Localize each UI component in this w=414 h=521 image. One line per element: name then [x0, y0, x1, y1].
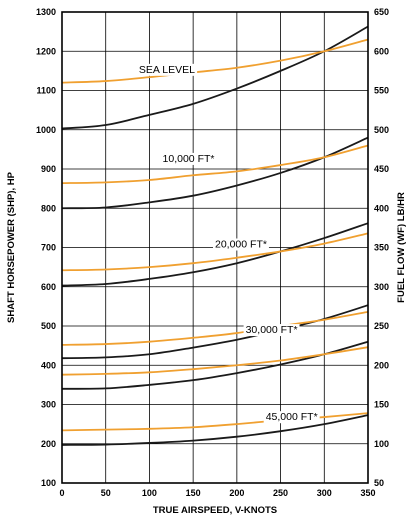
y-tick-label-right: 500: [374, 125, 389, 135]
x-tick-label: 250: [273, 488, 288, 498]
y-tick-label-right: 300: [374, 282, 389, 292]
fuel-flow-curve-45-000-ft: [61, 412, 369, 432]
altitude-label-background: [160, 152, 217, 165]
x-tick-label: 350: [360, 488, 375, 498]
x-tick-label: 50: [101, 488, 111, 498]
plot-frame: [61, 11, 369, 484]
y-tick-label-left: 900: [41, 164, 56, 174]
y-tick-label-left: 1200: [36, 46, 56, 56]
y-tick-label-left: 700: [41, 243, 56, 253]
altitude-label-background: [263, 411, 320, 424]
altitude-label: 10,000 FT*: [163, 153, 215, 165]
y-tick-label-right: 100: [374, 439, 389, 449]
fuel-flow-curve-20-000-ft: [61, 232, 369, 272]
y-axis-title-left: SHAFT HORSEPOWER (SHP), HP: [6, 171, 17, 323]
altitude-label: 20,000 FT*: [215, 239, 267, 251]
curves: [61, 25, 369, 446]
y-tick-label-right: 350: [374, 243, 389, 253]
y-tick-label-left: 1300: [36, 7, 56, 17]
altitude-label: 45,000 FT*: [266, 411, 318, 423]
x-axis-title: TRUE AIRSPEED, V-KNOTS: [153, 505, 277, 516]
y-tick-label-left: 1000: [36, 125, 56, 135]
tick-labels: 0 50 100 150 200 250 300 350 100 200 300 400 500 600 7…: [36, 7, 389, 498]
y-tick-label-right: 200: [374, 360, 389, 370]
altitude-label: SEA LEVEL: [139, 64, 195, 76]
y-axis-title-right: FUEL FLOW (WF) LB/HR: [396, 192, 407, 303]
shp-curve-30-000-ft: [61, 304, 369, 360]
altitude-label: 30,000 FT*: [246, 324, 298, 336]
y-tick-label-right: 600: [374, 46, 389, 56]
y-tick-label-left: 300: [41, 400, 56, 410]
shp-curve-sea-level: [61, 25, 369, 130]
y-tick-label-left: 400: [41, 360, 56, 370]
y-tick-label-left: 100: [41, 478, 56, 488]
y-tick-label-right: 450: [374, 164, 389, 174]
x-tick-label: 300: [317, 488, 332, 498]
y-tick-label-right: 550: [374, 86, 389, 96]
fuel-flow-curve-sea-level: [61, 38, 369, 84]
y-tick-label-right: 150: [374, 400, 389, 410]
fuel-flow-curve-10-000-ft: [61, 144, 369, 185]
y-tick-label-left: 600: [41, 282, 56, 292]
y-tick-label-left: 800: [41, 203, 56, 213]
shp-curve-45-000-ft: [61, 414, 369, 446]
fuel-flow-curve-30-000-ft: [61, 310, 369, 346]
altitude-label-background: [136, 63, 198, 76]
y-tick-label-right: 400: [374, 203, 389, 213]
altitude-label-background: [213, 238, 269, 251]
y-tick-label-right: 650: [374, 7, 389, 17]
altitude-label-background: [243, 324, 300, 337]
x-tick-label: 100: [142, 488, 157, 498]
y-tick-label-right: 250: [374, 321, 389, 331]
y-tick-label-left: 500: [41, 321, 56, 331]
y-tick-label-right: 50: [374, 478, 384, 488]
x-tick-label: 0: [59, 488, 64, 498]
y-tick-label-left: 200: [41, 439, 56, 449]
fuel-flow-curve-30-000-ft: [61, 346, 369, 376]
altitude-labels: SEA LEVEL 10,000 FT* 20,000 FT* 30,000 FT* 4…: [136, 63, 320, 424]
shp-curve-20-000-ft: [61, 222, 369, 287]
x-tick-label: 200: [229, 488, 244, 498]
x-tick-label: 150: [186, 488, 201, 498]
y-tick-label-left: 1100: [36, 86, 56, 96]
